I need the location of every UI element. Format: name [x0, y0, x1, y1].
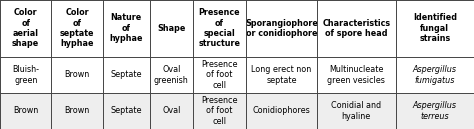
- Text: Aspergillus
fumigatus: Aspergillus fumigatus: [413, 65, 457, 84]
- Text: Identified
fungal
strains: Identified fungal strains: [413, 13, 457, 43]
- Bar: [0, 57, 52, 93]
- Text: Oval
greenish: Oval greenish: [154, 65, 189, 84]
- Bar: [396, 93, 474, 129]
- Bar: [52, 0, 103, 57]
- Bar: [246, 57, 317, 93]
- Bar: [317, 57, 396, 93]
- Text: Characteristics
of spore head: Characteristics of spore head: [322, 19, 391, 38]
- Bar: [52, 57, 103, 93]
- Bar: [103, 93, 150, 129]
- Bar: [317, 93, 396, 129]
- Text: Presence
of
special
structure: Presence of special structure: [199, 8, 240, 49]
- Bar: [103, 0, 150, 57]
- Text: Color
of
septate
hyphae: Color of septate hyphae: [60, 8, 94, 49]
- Bar: [246, 0, 317, 57]
- Bar: [193, 93, 246, 129]
- Bar: [0, 0, 52, 57]
- Bar: [396, 57, 474, 93]
- Bar: [150, 93, 193, 129]
- Text: Presence
of foot
cell: Presence of foot cell: [201, 60, 237, 90]
- Text: Color
of
aerial
shape: Color of aerial shape: [12, 8, 39, 49]
- Text: Septate: Septate: [110, 106, 142, 115]
- Text: Nature
of
hyphae: Nature of hyphae: [109, 13, 143, 43]
- Bar: [0, 93, 52, 129]
- Text: Brown: Brown: [64, 106, 90, 115]
- Bar: [52, 93, 103, 129]
- Text: Conidiophores: Conidiophores: [253, 106, 310, 115]
- Bar: [396, 0, 474, 57]
- Text: Bluish-
green: Bluish- green: [12, 65, 39, 84]
- Text: Brown: Brown: [13, 106, 38, 115]
- Text: Shape: Shape: [157, 24, 185, 33]
- Text: Brown: Brown: [64, 70, 90, 79]
- Text: Sporangiophore
or conidiophore: Sporangiophore or conidiophore: [245, 19, 318, 38]
- Bar: [246, 93, 317, 129]
- Bar: [317, 0, 396, 57]
- Bar: [193, 0, 246, 57]
- Text: Oval: Oval: [162, 106, 181, 115]
- Bar: [150, 0, 193, 57]
- Text: Multinucleate
green vesicles: Multinucleate green vesicles: [328, 65, 385, 84]
- Bar: [150, 57, 193, 93]
- Bar: [103, 57, 150, 93]
- Text: Presence
of foot
cell: Presence of foot cell: [201, 96, 237, 126]
- Text: Septate: Septate: [110, 70, 142, 79]
- Bar: [193, 57, 246, 93]
- Text: Long erect non
septate: Long erect non septate: [251, 65, 311, 84]
- Text: Conidial and
hyaline: Conidial and hyaline: [331, 101, 382, 121]
- Text: Aspergillus
terreus: Aspergillus terreus: [413, 101, 457, 121]
